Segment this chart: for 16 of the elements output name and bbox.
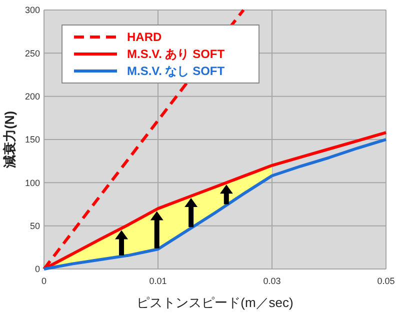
x-tick-label: 0 xyxy=(41,276,47,286)
x-axis-title: ピストンスピード(m／sec) xyxy=(136,295,294,310)
x-tick-label: 0.05 xyxy=(377,276,395,286)
legend-label: HARD xyxy=(127,30,162,44)
y-tick-label: 50 xyxy=(30,220,40,231)
legend-label: M.S.V. あり SOFT xyxy=(127,47,226,62)
y-axis-title: 減衰力(N) xyxy=(2,110,17,170)
legend-label: M.S.V. なし SOFT xyxy=(127,64,226,78)
y-tick-label: 150 xyxy=(24,134,40,145)
y-tick-label: 200 xyxy=(24,91,40,102)
x-tick-label: 0.03 xyxy=(263,276,281,286)
y-tick-label: 250 xyxy=(24,48,40,58)
y-tick-label: 0 xyxy=(34,264,40,274)
x-tick-label: 0.01 xyxy=(149,276,167,286)
y-tick-label: 100 xyxy=(24,178,40,188)
y-tick-label: 300 xyxy=(24,5,40,16)
